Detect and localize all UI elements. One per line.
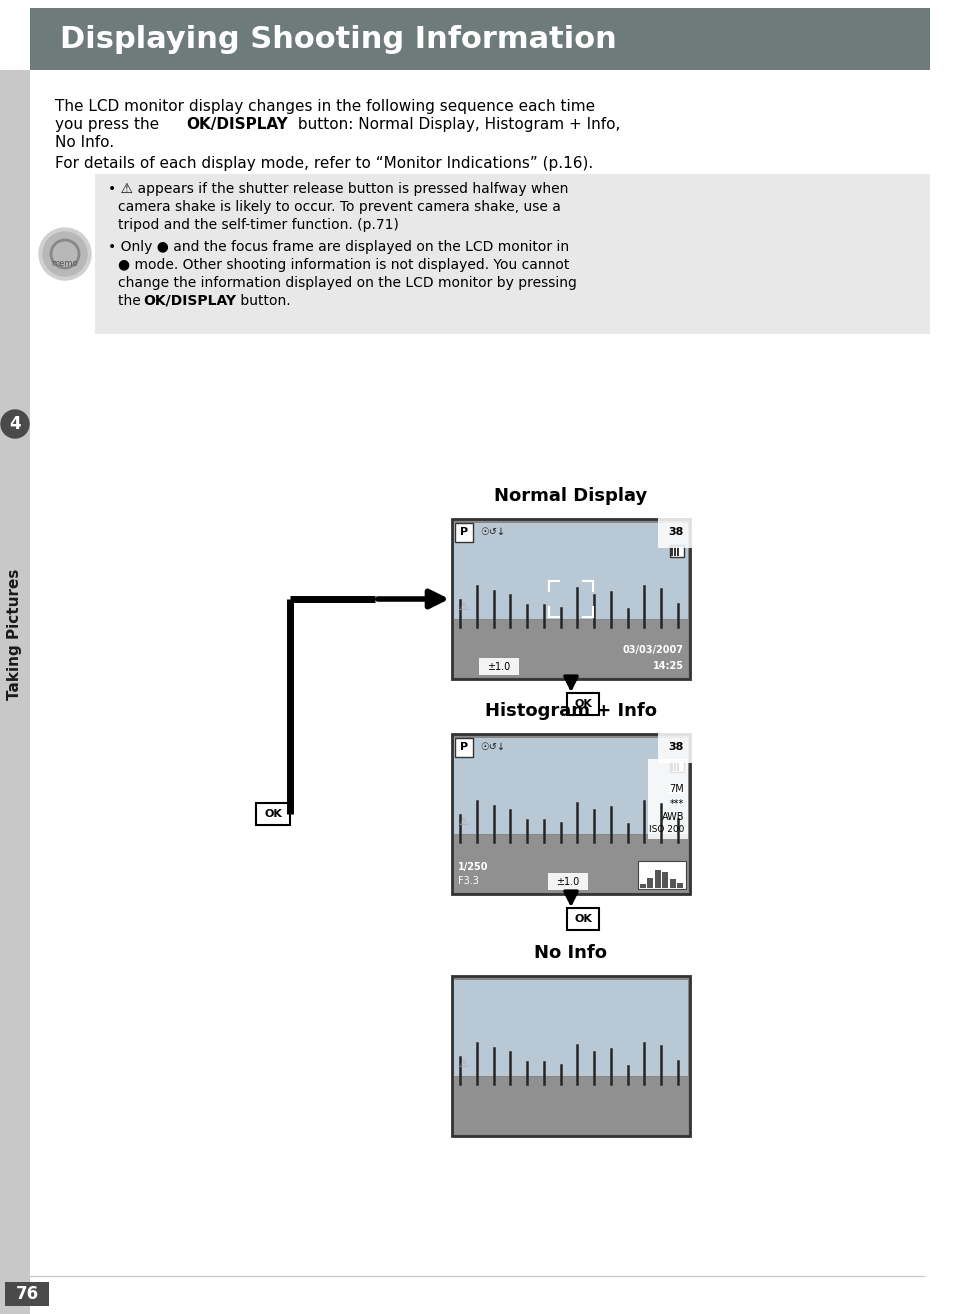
FancyBboxPatch shape — [673, 547, 676, 556]
Text: For details of each display mode, refer to “Monitor Indications” (p.16).: For details of each display mode, refer … — [55, 156, 593, 171]
Text: AWB: AWB — [660, 812, 683, 823]
Text: ⚠: ⚠ — [457, 602, 468, 612]
FancyBboxPatch shape — [454, 738, 687, 834]
FancyBboxPatch shape — [566, 908, 598, 930]
FancyBboxPatch shape — [655, 870, 660, 888]
Text: change the information displayed on the LCD monitor by pressing: change the information displayed on the … — [118, 276, 577, 290]
Text: Normal Display: Normal Display — [494, 487, 647, 505]
FancyBboxPatch shape — [454, 834, 687, 892]
Circle shape — [43, 233, 87, 276]
FancyBboxPatch shape — [669, 759, 683, 773]
FancyBboxPatch shape — [454, 620, 687, 677]
Text: P: P — [459, 742, 468, 752]
FancyBboxPatch shape — [638, 861, 685, 890]
FancyBboxPatch shape — [95, 173, 929, 334]
Text: ±1.0: ±1.0 — [487, 662, 510, 671]
FancyBboxPatch shape — [639, 884, 645, 888]
FancyBboxPatch shape — [454, 523, 687, 619]
Text: 76: 76 — [15, 1285, 38, 1303]
Text: No Info: No Info — [534, 943, 607, 962]
Text: 4: 4 — [10, 415, 21, 434]
Text: tripod and the self-timer function. (p.71): tripod and the self-timer function. (p.7… — [118, 218, 398, 233]
Text: OK/DISPLAY: OK/DISPLAY — [143, 294, 235, 307]
Text: OK/DISPLAY: OK/DISPLAY — [186, 117, 288, 131]
FancyBboxPatch shape — [452, 519, 689, 679]
Text: OK: OK — [574, 915, 591, 924]
Text: 1/250: 1/250 — [457, 862, 488, 872]
Text: No Info.: No Info. — [55, 135, 114, 150]
FancyBboxPatch shape — [452, 976, 689, 1137]
FancyBboxPatch shape — [547, 872, 587, 890]
Circle shape — [39, 229, 91, 280]
Text: F3.3: F3.3 — [457, 876, 478, 886]
Text: 7M: 7M — [669, 784, 683, 794]
Text: Histogram + Info: Histogram + Info — [484, 702, 657, 720]
FancyBboxPatch shape — [454, 980, 687, 1076]
Text: ⚠: ⚠ — [457, 817, 468, 827]
FancyBboxPatch shape — [670, 761, 672, 771]
FancyBboxPatch shape — [455, 738, 473, 757]
Text: • ⚠ appears if the shutter release button is pressed halfway when: • ⚠ appears if the shutter release butto… — [108, 183, 568, 196]
FancyBboxPatch shape — [30, 8, 929, 70]
Text: ISO 200: ISO 200 — [648, 825, 683, 834]
FancyBboxPatch shape — [677, 547, 679, 556]
Text: P: P — [459, 527, 468, 537]
FancyBboxPatch shape — [478, 658, 518, 675]
FancyBboxPatch shape — [661, 872, 668, 888]
FancyBboxPatch shape — [669, 879, 676, 888]
Text: button: Normal Display, Histogram + Info,: button: Normal Display, Histogram + Info… — [293, 117, 619, 131]
FancyBboxPatch shape — [0, 70, 30, 1314]
Text: 38: 38 — [668, 742, 683, 752]
FancyBboxPatch shape — [455, 523, 473, 541]
Circle shape — [1, 410, 29, 438]
Text: OK: OK — [264, 809, 282, 819]
FancyBboxPatch shape — [673, 761, 676, 771]
FancyBboxPatch shape — [647, 759, 687, 840]
Text: you press the: you press the — [55, 117, 164, 131]
Text: 03/03/2007: 03/03/2007 — [622, 645, 683, 654]
Text: • Only ● and the focus frame are displayed on the LCD monitor in: • Only ● and the focus frame are display… — [108, 240, 569, 254]
Text: The LCD monitor display changes in the following sequence each time: The LCD monitor display changes in the f… — [55, 99, 595, 114]
FancyBboxPatch shape — [647, 878, 653, 888]
FancyBboxPatch shape — [677, 883, 682, 888]
Text: the: the — [118, 294, 145, 307]
Text: ☉↺↓: ☉↺↓ — [479, 742, 504, 752]
FancyBboxPatch shape — [566, 692, 598, 715]
FancyBboxPatch shape — [255, 803, 290, 825]
Text: ☉↺↓: ☉↺↓ — [479, 527, 504, 537]
FancyBboxPatch shape — [454, 1077, 687, 1134]
Text: ● mode. Other shooting information is not displayed. You cannot: ● mode. Other shooting information is no… — [118, 258, 569, 272]
FancyBboxPatch shape — [677, 761, 679, 771]
Text: 14:25: 14:25 — [652, 661, 683, 671]
Text: button.: button. — [235, 294, 291, 307]
Text: ***: *** — [669, 799, 683, 809]
Text: memo: memo — [51, 259, 78, 268]
Text: ⚠: ⚠ — [457, 1059, 468, 1070]
FancyBboxPatch shape — [5, 1282, 49, 1306]
FancyBboxPatch shape — [452, 735, 689, 894]
Text: Taking Pictures: Taking Pictures — [8, 569, 23, 699]
Text: Displaying Shooting Information: Displaying Shooting Information — [60, 25, 616, 54]
Text: camera shake is likely to occur. To prevent camera shake, use a: camera shake is likely to occur. To prev… — [118, 200, 560, 214]
Text: 38: 38 — [668, 527, 683, 537]
Text: OK: OK — [574, 699, 591, 710]
FancyBboxPatch shape — [669, 545, 683, 557]
Text: ±1.0: ±1.0 — [556, 876, 579, 887]
FancyBboxPatch shape — [670, 547, 672, 556]
